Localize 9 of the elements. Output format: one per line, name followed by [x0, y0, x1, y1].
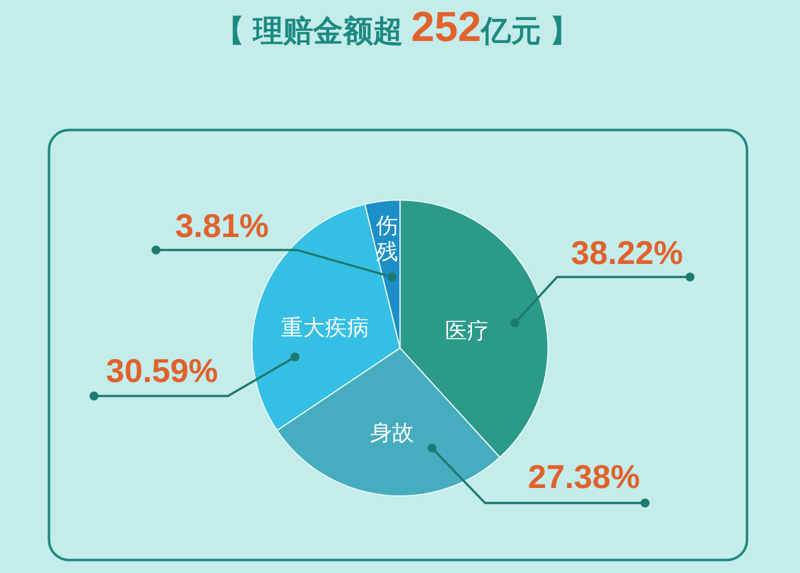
slice-label: 医疗 [445, 318, 489, 343]
data-label: 27.38% [528, 458, 640, 495]
slice-label: 重大疾病 [281, 315, 369, 340]
slice-label: 身故 [370, 420, 414, 445]
data-label: 38.22% [571, 234, 683, 271]
chart-title: 【 理赔金额超 252亿元 】 [214, 3, 580, 50]
data-label: 3.81% [175, 207, 269, 244]
slice-label: 伤残 [376, 213, 398, 264]
data-label: 30.59% [106, 352, 218, 389]
